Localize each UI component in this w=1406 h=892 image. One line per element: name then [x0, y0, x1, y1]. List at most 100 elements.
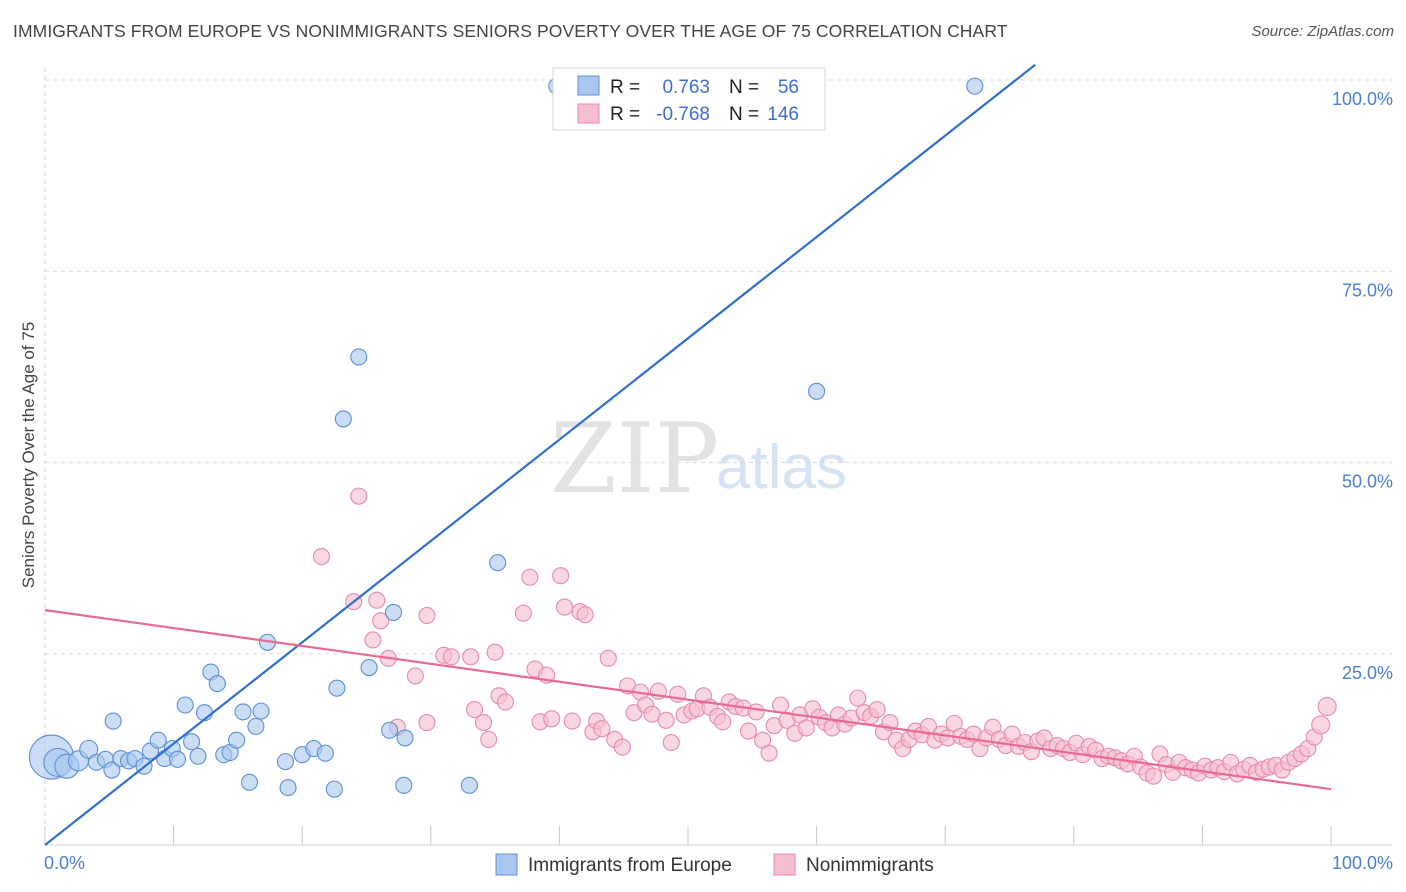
immigrants-point: [325, 780, 343, 798]
nonimmigrants-trend-line: [44, 609, 1332, 791]
nonimmigrants-point: [480, 730, 498, 748]
nonimmigrants-point: [1317, 696, 1337, 717]
bottom-legend-swatch-pink: [773, 853, 796, 876]
nonimmigrants-point: [1311, 715, 1331, 735]
nonimmigrants-point: [868, 701, 886, 719]
immigrants-point: [395, 776, 413, 794]
nonimmigrants-point: [372, 612, 390, 630]
legend-swatch-pink: [577, 103, 600, 124]
immigrants-point: [381, 721, 399, 739]
immigrants-point: [460, 776, 478, 794]
nonimmigrants-points: [312, 487, 1337, 785]
nonimmigrants-point: [465, 701, 484, 719]
immigrants-point: [183, 733, 201, 751]
nonimmigrants-point: [474, 714, 493, 732]
legend-n-value-1: 56: [778, 77, 799, 98]
nonimmigrants-point: [496, 693, 514, 711]
legend-r-label-2: R =: [610, 104, 640, 125]
immigrants-point: [334, 410, 352, 428]
immigrants-point: [149, 731, 167, 749]
chart-title: IMMIGRANTS FROM EUROPE VS NONIMMIGRANTS …: [13, 21, 1008, 41]
nonimmigrants-point: [406, 667, 424, 685]
nonimmigrants-point: [643, 705, 661, 723]
nonimmigrants-point: [747, 703, 765, 721]
legend-n-label-1: N =: [729, 77, 759, 98]
nonimmigrants-point: [599, 649, 617, 667]
immigrants-point: [808, 382, 826, 400]
bottom-legend-label-nonimmigrants: Nonimmigrants: [806, 855, 934, 876]
nonimmigrants-point: [521, 568, 539, 586]
axes: [44, 68, 1392, 846]
y-tick-label-50: 50.0%: [1342, 472, 1393, 492]
immigrants-point: [489, 554, 507, 572]
nonimmigrants-point: [662, 733, 680, 752]
trend-lines: [44, 63, 1332, 846]
nonimmigrants-point: [543, 710, 561, 728]
nonimmigrants-point: [772, 696, 790, 714]
immigrants-point: [208, 675, 226, 693]
immigrants-point: [79, 739, 99, 759]
nonimmigrants-point: [563, 712, 581, 730]
immigrants-point: [240, 773, 259, 791]
nonimmigrants-point: [714, 713, 732, 731]
nonimmigrants-point: [486, 643, 504, 661]
nonimmigrants-point: [555, 598, 574, 616]
nonimmigrants-point: [312, 548, 331, 566]
legend-swatch-blue: [577, 75, 600, 96]
nonimmigrants-point: [418, 606, 436, 625]
watermark-atlas: atlas: [716, 433, 847, 502]
nonimmigrants-point: [797, 719, 815, 737]
immigrants-point: [316, 744, 334, 762]
immigrants-point: [228, 731, 246, 749]
gridlines: [45, 79, 1392, 655]
immigrants-point: [103, 761, 121, 779]
y-tick-label-100: 100.0%: [1332, 89, 1393, 109]
immigrants-point: [176, 696, 194, 714]
nonimmigrants-point: [739, 722, 757, 740]
immigrants-point: [189, 747, 207, 765]
y-tick-label-75: 75.0%: [1342, 280, 1393, 300]
immigrants-point: [384, 603, 403, 621]
legend-r-value-1: 0.763: [662, 77, 710, 98]
immigrants-point: [328, 679, 346, 697]
nonimmigrants-point: [657, 711, 675, 729]
immigrants-trend-line: [44, 63, 1036, 846]
legend-n-label-2: N =: [729, 104, 759, 125]
immigrants-point: [168, 750, 187, 768]
bottom-legend-label-immigrants: Immigrants from Europe: [528, 855, 732, 876]
nonimmigrants-point: [514, 604, 532, 622]
nonimmigrants-point: [593, 720, 611, 738]
legend-n-value-2: 146: [767, 104, 799, 125]
correlation-legend: R = 0.763 N = 56 R = -0.768 N = 146: [552, 67, 826, 131]
nonimmigrants-point: [442, 648, 460, 666]
immigrants-point: [279, 779, 297, 797]
nonimmigrants-point: [760, 744, 778, 762]
legend-r-value-2: -0.768: [656, 104, 710, 125]
nonimmigrants-point: [462, 648, 480, 666]
nonimmigrants-point: [364, 631, 382, 649]
source-credit: Source: ZipAtlas.com: [1251, 23, 1394, 40]
x-tick-label-min: 0.0%: [44, 853, 85, 873]
immigrants-point: [247, 717, 265, 735]
legend-r-label-1: R =: [610, 77, 640, 98]
x-tick-labels: 0.0% 100.0%: [44, 853, 1393, 873]
nonimmigrants-point: [368, 591, 386, 609]
nonimmigrants-point: [576, 606, 594, 624]
nonimmigrants-point: [613, 738, 631, 756]
immigrants-point: [396, 729, 414, 747]
nonimmigrants-point: [552, 567, 570, 585]
nonimmigrants-point: [418, 714, 436, 732]
immigrants-point: [966, 77, 984, 95]
immigrants-point: [276, 753, 295, 771]
immigrants-point: [234, 703, 252, 721]
y-axis-label: Seniors Poverty Over the Age of 75: [19, 322, 38, 588]
nonimmigrants-point: [1144, 767, 1163, 785]
watermark-zip: ZIP: [550, 403, 719, 515]
nonimmigrants-point: [919, 717, 938, 735]
immigrants-point: [104, 712, 122, 730]
y-tick-label-25: 25.0%: [1342, 663, 1393, 683]
nonimmigrants-point: [849, 689, 867, 707]
immigrants-point: [252, 702, 270, 720]
x-tick-label-max: 100.0%: [1332, 853, 1393, 873]
